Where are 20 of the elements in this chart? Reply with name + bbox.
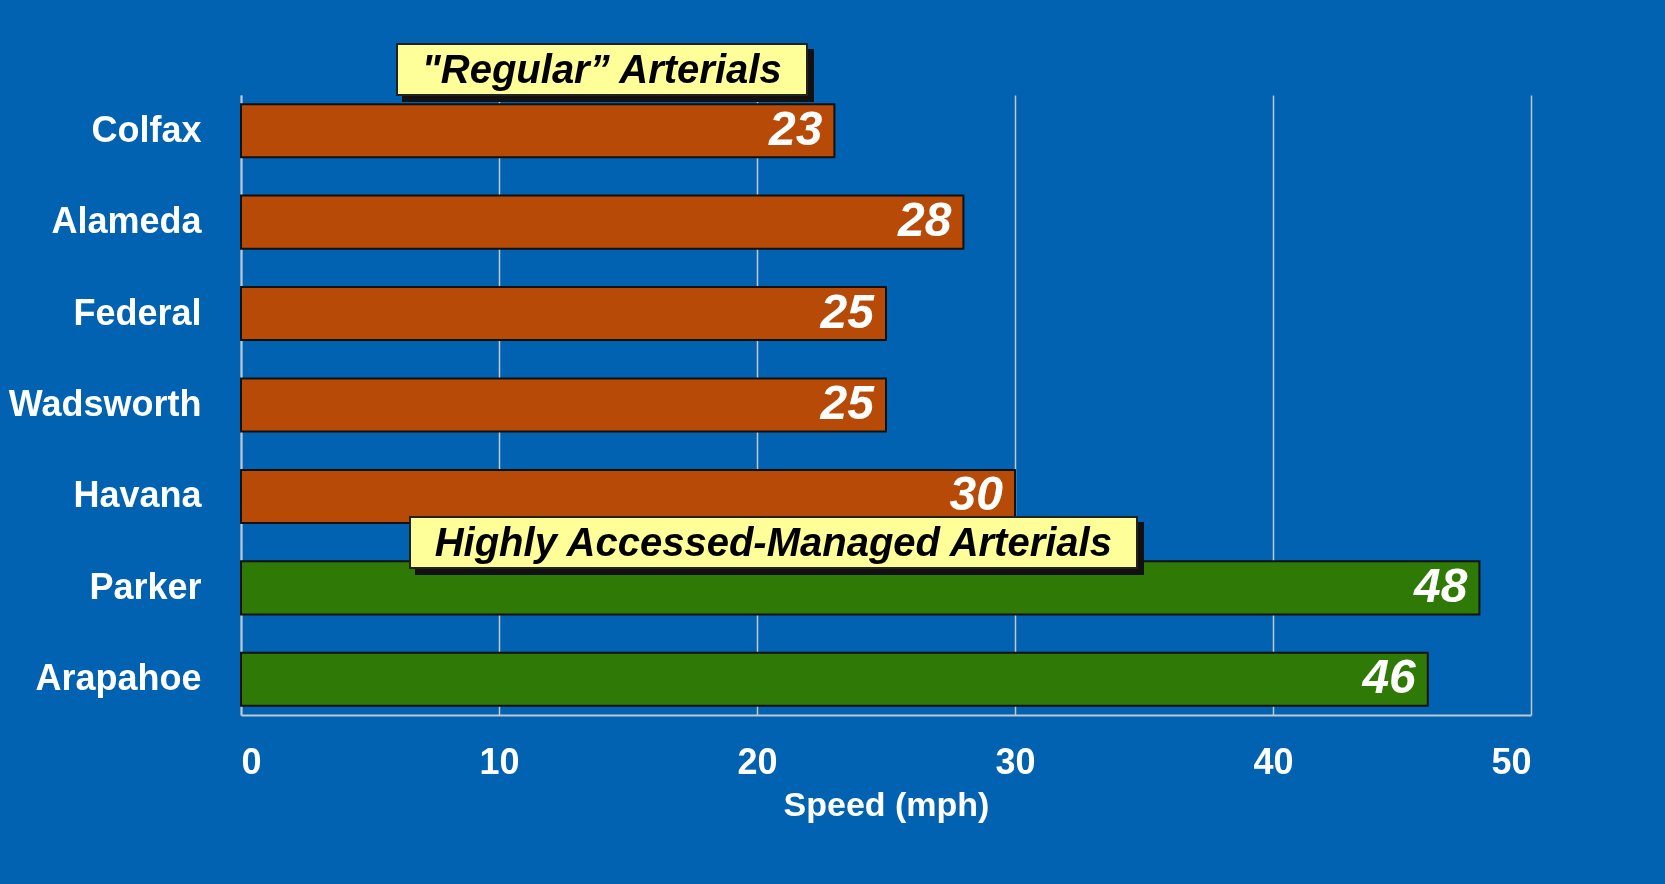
data-label: 25 [819,284,876,338]
x-tick-label: 20 [737,740,778,782]
y-tick-label: Arapahoe [35,657,202,699]
y-tick-label: Havana [73,474,203,516]
y-tick-label: Wadsworth [8,383,202,424]
data-label: 23 [768,101,823,155]
y-tick-label: Parker [89,565,202,607]
data-label: 48 [1413,558,1468,612]
x-tick-label: 10 [479,740,520,782]
data-label: 28 [897,193,952,247]
x-tick-label: 40 [1253,740,1294,782]
x-axis-title: Speed (mph) [783,784,990,823]
y-tick-label: Alameda [51,200,203,242]
x-tick-label: 0 [241,740,262,782]
y-tick-label: Federal [73,291,202,333]
y-tick-label: Colfax [91,108,202,150]
x-tick-label: 50 [1491,740,1532,782]
data-label: 46 [1361,650,1417,704]
data-label: 25 [819,376,876,429]
x-tick-label: 30 [995,740,1036,782]
